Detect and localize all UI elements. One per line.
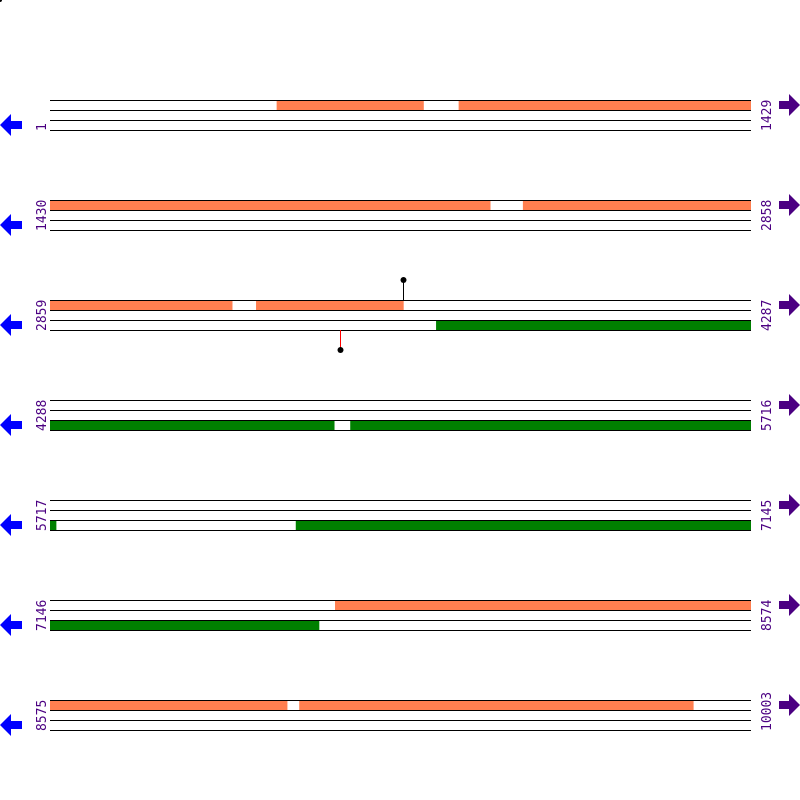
forward-feature bbox=[50, 200, 491, 210]
row-start-label: 5717 bbox=[35, 500, 50, 531]
map-row-2: 1430 2858 bbox=[0, 194, 800, 236]
right-arrow-icon bbox=[779, 294, 800, 316]
right-arrow-icon bbox=[779, 594, 800, 616]
corner-dot bbox=[0, 0, 2, 2]
forward-feature bbox=[50, 300, 233, 310]
right-arrow-icon bbox=[779, 394, 800, 416]
map-row-1: 1 1429 bbox=[0, 94, 800, 136]
forward-feature bbox=[256, 300, 404, 310]
reverse-feature bbox=[50, 420, 335, 430]
forward-feature bbox=[276, 100, 424, 110]
left-arrow-icon bbox=[0, 714, 22, 736]
map-row-5: 5717 7145 bbox=[0, 494, 800, 536]
forward-feature bbox=[522, 200, 751, 210]
reverse-feature bbox=[436, 320, 751, 330]
forward-feature bbox=[335, 600, 751, 610]
right-arrow-icon bbox=[779, 494, 800, 516]
right-arrow-icon bbox=[779, 194, 800, 216]
right-arrow-icon bbox=[779, 94, 800, 116]
reverse-feature bbox=[50, 620, 320, 630]
marker-dot bbox=[337, 347, 344, 353]
reverse-feature bbox=[350, 420, 751, 430]
forward-feature bbox=[458, 100, 751, 110]
forward-feature bbox=[299, 700, 694, 710]
reverse-feature bbox=[295, 520, 751, 530]
map-row-7: 8575 10003 bbox=[0, 692, 800, 736]
row-end-label: 1429 bbox=[760, 100, 775, 131]
left-arrow-icon bbox=[0, 414, 22, 436]
left-arrow-icon bbox=[0, 214, 22, 236]
left-arrow-icon bbox=[0, 614, 22, 636]
row-start-label: 2859 bbox=[35, 300, 50, 331]
left-arrow-icon bbox=[0, 514, 22, 536]
map-row-4: 4288 5716 bbox=[0, 394, 800, 436]
row-end-label: 10003 bbox=[760, 692, 775, 731]
map-row-6: 7146 8574 bbox=[0, 594, 800, 636]
row-start-label: 1430 bbox=[35, 200, 50, 231]
left-arrow-icon bbox=[0, 314, 22, 336]
forward-feature bbox=[50, 700, 288, 710]
map-row-3: 2859 4287 bbox=[0, 277, 800, 353]
reverse-feature bbox=[50, 520, 57, 530]
right-arrow-icon bbox=[779, 694, 800, 716]
row-start-label: 1 bbox=[35, 123, 50, 131]
row-end-label: 4287 bbox=[760, 300, 775, 331]
row-end-label: 5716 bbox=[760, 400, 775, 431]
row-end-label: 2858 bbox=[760, 200, 775, 231]
left-arrow-icon bbox=[0, 114, 22, 136]
row-end-label: 8574 bbox=[760, 600, 775, 631]
row-end-label: 7145 bbox=[760, 500, 775, 531]
row-start-label: 4288 bbox=[35, 400, 50, 431]
row-start-label: 7146 bbox=[35, 600, 50, 631]
marker-dot bbox=[400, 277, 407, 283]
row-start-label: 8575 bbox=[35, 700, 50, 731]
